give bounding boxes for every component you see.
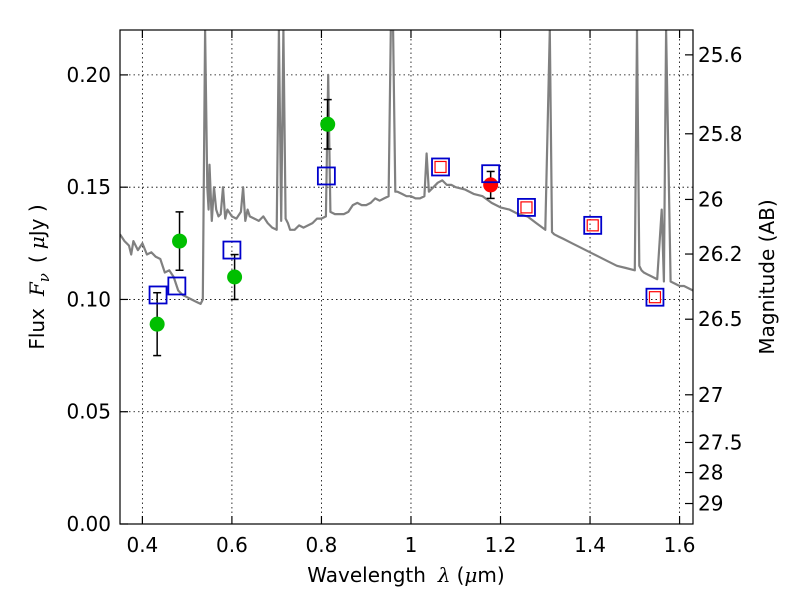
observed-green-point — [172, 233, 188, 249]
y2-tick-label: 27 — [698, 383, 723, 407]
synthetic-square-inner — [648, 291, 662, 304]
observed-green-point — [149, 316, 165, 332]
y-tick-label: 0.20 — [66, 63, 111, 87]
synthetic-square — [148, 285, 168, 305]
synthetic-square — [481, 164, 501, 184]
observed-red-point — [483, 177, 499, 193]
y-tick-label: 0.10 — [66, 287, 111, 311]
y2-tick-label: 26.5 — [698, 307, 743, 331]
x-tick-label: 1 — [405, 533, 418, 557]
y2-tick-label: 29 — [698, 492, 723, 516]
y-axis-label: FluxFν(μJy ) — [25, 204, 53, 349]
y2-tick-label: 26 — [698, 187, 723, 211]
x-tick-label: 1.4 — [574, 533, 606, 557]
x-tick-label: 0.8 — [306, 533, 338, 557]
x-tick-label: 0.4 — [126, 533, 158, 557]
synthetic-square-inner — [520, 201, 533, 214]
x-tick-label: 0.6 — [216, 533, 248, 557]
y2-tick-label: 28 — [698, 461, 723, 485]
synthetic-square — [316, 166, 336, 186]
synthetic-square — [645, 287, 665, 307]
synthetic-square-inner — [434, 160, 447, 174]
y2-axis-label: Magnitude (AB) — [755, 199, 779, 354]
y-tick-label: 0.15 — [66, 175, 111, 199]
synthetic-square — [167, 276, 187, 296]
x-tick-label: 1.2 — [485, 533, 517, 557]
grid — [120, 30, 693, 525]
y-tick-label: 0.00 — [66, 512, 111, 536]
synthetic-square — [222, 240, 242, 260]
y-tick-label: 0.05 — [66, 400, 111, 424]
synthetic-square — [517, 197, 536, 217]
y2-tick-label: 25.8 — [698, 122, 743, 146]
markers — [148, 98, 665, 357]
x-tick-label: 1.6 — [664, 533, 696, 557]
ticks: 0.4 0.6 0.8 1 1.2 1.4 1.6 0.00 0.05 0.10 0.15 0.20 2… — [66, 30, 743, 557]
model-spectrum-line — [120, 30, 693, 305]
synthetic-square — [583, 215, 603, 235]
synthetic-square — [431, 157, 450, 177]
plot-frame — [119, 29, 694, 525]
synthetic-square-inner — [586, 219, 599, 232]
x-axis-label: Wavelength λ (μm) — [307, 563, 504, 587]
y2-tick-label: 25.6 — [698, 43, 743, 67]
y2-tick-label: 26.2 — [698, 242, 743, 266]
observed-green-point — [320, 116, 336, 132]
plot-area — [120, 30, 693, 305]
observed-green-point — [227, 269, 243, 285]
y2-tick-label: 27.5 — [698, 430, 743, 454]
